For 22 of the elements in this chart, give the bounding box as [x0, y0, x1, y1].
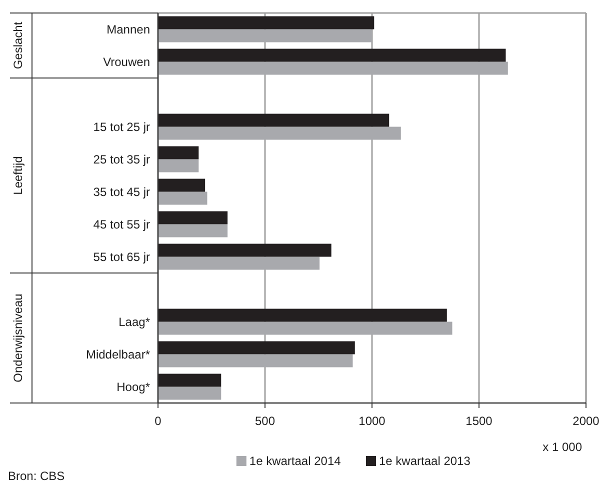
x-tick-label: 500: [254, 414, 276, 428]
y-tick-label: 35 tot 45 jr: [93, 184, 150, 199]
x-tick-label: 0: [154, 414, 162, 428]
y-tick-label: 45 tot 55 jr: [93, 217, 150, 232]
y-tick-label: Laag*: [118, 314, 150, 329]
legend-label: 1e kwartaal 2014: [249, 454, 342, 468]
x-tick-label: 2000: [572, 414, 600, 428]
x-tick-label: 1000: [358, 414, 386, 428]
text: Geslacht: [11, 21, 25, 70]
x-tick-label: 1500: [466, 414, 493, 428]
text: Bron: CBS: [8, 469, 65, 483]
y-tick-label: Hoog*: [116, 380, 150, 394]
y-tick-label: Mannen: [106, 22, 150, 36]
y-tick-label: Middelbaar*: [86, 347, 150, 362]
y-tick-label: Vrouwen: [103, 54, 150, 69]
y-tick-label: 55 tot 65 jr: [93, 250, 150, 264]
text: Onderwijsniveau: [11, 294, 25, 382]
y-tick-label: 25 tot 35 jr: [93, 152, 150, 166]
y-tick-label: 15 tot 25 jr: [93, 120, 150, 134]
legend-label: 1e kwartaal 2013: [379, 454, 471, 468]
x-axis-title: x 1 000: [542, 440, 582, 454]
text: Leeftijd: [11, 156, 25, 195]
